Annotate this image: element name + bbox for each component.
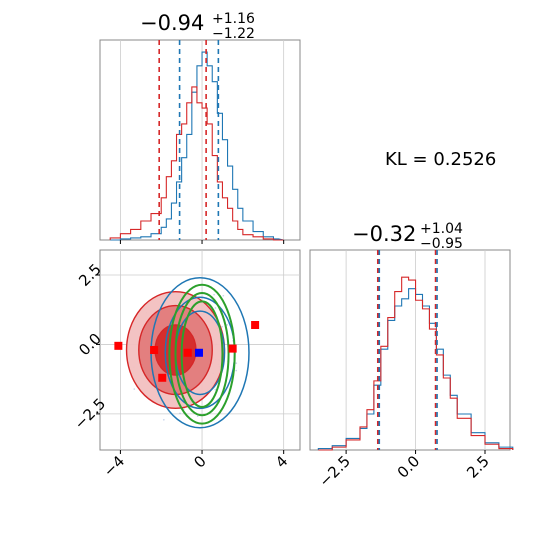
joint-red-square-2 [183,348,192,357]
right-panel-frame [309,249,511,451]
right-xtick-label-2: 2.5 [463,452,493,482]
title-br-plus: +1.04 [420,221,463,237]
title-top-minus: −1.22 [212,26,255,42]
joint-red-square-1 [158,373,167,382]
joint-blue-square-0 [194,348,203,357]
right-hist-series-0 [317,288,514,450]
right-hist-series-1 [318,276,514,451]
joint-sample-point [235,369,238,372]
right-xtick-label-1: 0.0 [394,452,424,482]
joint-red-square-5 [114,341,123,350]
title-bottom-right: −0.32 +1.04 −0.95 [352,221,463,252]
title-top-left: −0.94 +1.16 −1.22 [140,11,255,42]
title-br-median: −0.32 [352,222,416,246]
joint-sample-point [213,293,215,296]
joint-sample-point [133,388,136,390]
top-panel-frame [99,39,301,241]
joint-green-contour-2 [168,283,236,425]
joint-sample-point [179,412,181,415]
joint-sample-point [226,324,229,326]
joint-red-square-0 [150,346,159,354]
joint-contour-panel: −4 0 4−2.50.02.5 [71,249,301,480]
title-top-plus: +1.16 [212,11,255,27]
joint-xtick-label-2: 4 [272,452,291,471]
joint-sample-point [196,415,199,418]
joint-sample-point [214,307,217,309]
marginal-y-panel: −2.5 0.0 2.5 [309,249,514,491]
joint-green-contour-1 [174,292,230,417]
kl-annotation: KL = 0.2526 [385,149,496,170]
top-hist-series-1 [109,86,284,241]
joint-xtick-label-0: −4 [100,452,128,480]
title-top-median: −0.94 [140,11,204,35]
joint-red-square-4 [251,321,260,329]
joint-sample-point [222,294,225,297]
title-br-minus: −0.95 [420,236,463,252]
joint-red-square-3 [228,344,237,353]
right-xtick-label-0: −2.5 [315,452,353,490]
marginal-x-panel [99,39,301,244]
joint-sample-point [214,388,217,391]
joint-xtick-label-1: 0 [190,452,209,471]
joint-green-contour-0 [180,300,224,408]
joint-sample-point [235,362,238,364]
joint-sample-point [221,325,223,328]
top-hist-series-0 [110,51,284,241]
joint-sample-point [183,408,185,410]
joint-sample-point [163,418,165,421]
